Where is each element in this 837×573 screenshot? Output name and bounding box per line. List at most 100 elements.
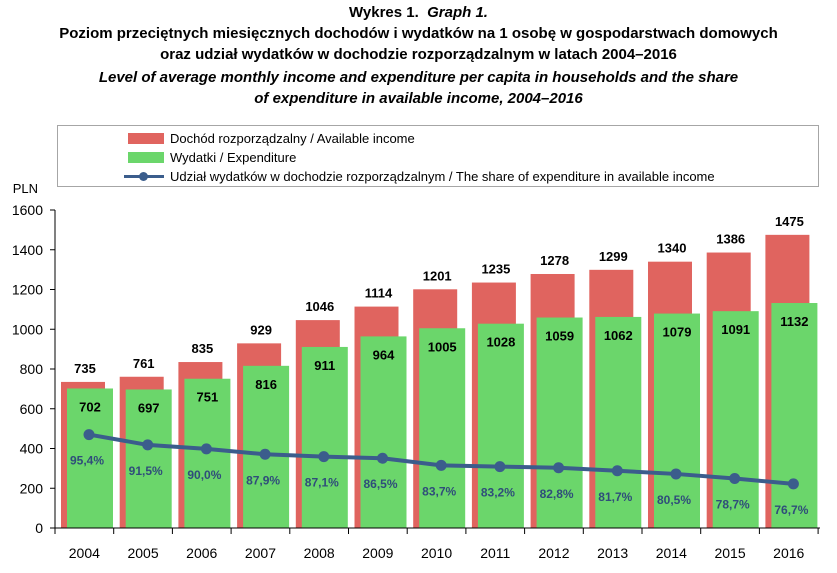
data-label-expenditure: 1079 <box>663 325 692 340</box>
y-tick-label: 800 <box>20 361 44 377</box>
y-tick-label: 1200 <box>12 282 43 298</box>
x-tick-label: 2005 <box>127 545 158 561</box>
x-tick-label: 2006 <box>186 545 217 561</box>
legend: Dochód rozporządzalny / Available income… <box>57 125 819 187</box>
legend-label-share: Udział wydatków w dochodzie rozporządzal… <box>170 168 715 184</box>
data-label-share: 81,7% <box>598 490 632 504</box>
legend-swatch-expenditure <box>128 151 164 163</box>
x-tick-label: 2011 <box>480 545 510 561</box>
data-label-income: 1235 <box>481 262 510 277</box>
x-tick-label: 2013 <box>597 545 628 561</box>
data-label-income: 929 <box>250 322 272 337</box>
bar-expenditure <box>654 313 700 528</box>
y-axis-unit-label: PLN <box>13 181 38 196</box>
data-label-income: 1340 <box>658 241 687 256</box>
data-label-share: 76,7% <box>774 503 808 517</box>
title-en-line1: Level of average monthly income and expe… <box>98 69 739 86</box>
legend-label-expenditure: Wydatki / Expenditure <box>170 149 297 165</box>
bar-expenditure <box>360 336 407 528</box>
data-label-share: 95,4% <box>70 454 104 468</box>
data-label-income: 1299 <box>599 249 628 264</box>
data-label-income: 1046 <box>305 299 334 314</box>
data-label-expenditure: 1091 <box>721 322 750 337</box>
share-point <box>142 439 154 451</box>
data-label-expenditure: 697 <box>138 400 160 415</box>
data-label-expenditure: 1059 <box>545 329 574 344</box>
data-label-share: 87,1% <box>305 476 339 490</box>
x-tick-label: 2008 <box>304 545 335 561</box>
data-label-income: 1386 <box>716 232 745 247</box>
share-point <box>83 429 95 441</box>
share-point <box>318 451 330 463</box>
data-label-income: 1278 <box>540 253 569 268</box>
x-tick-label: 2009 <box>362 545 393 561</box>
y-tick-label: 1400 <box>12 242 43 258</box>
data-label-share: 87,9% <box>246 473 280 487</box>
legend-swatch-income <box>128 132 164 144</box>
data-label-share: 83,7% <box>422 484 456 498</box>
y-tick-label: 1600 <box>12 202 43 218</box>
bar-expenditure <box>712 311 759 528</box>
x-tick-label: 2004 <box>69 545 100 561</box>
bar-expenditure <box>595 316 642 528</box>
bar-expenditure <box>125 389 172 528</box>
legend-swatch-share <box>124 171 164 182</box>
share-point <box>553 462 565 474</box>
graph-label: Wykres 1. Graph 1. <box>349 4 488 21</box>
data-label-expenditure: 1132 <box>780 314 808 329</box>
legend-item-income: Dochód rozporządzalny / Available income <box>128 129 415 147</box>
share-point <box>611 465 623 477</box>
data-label-share: 90,0% <box>187 468 221 482</box>
y-tick-label: 200 <box>20 480 44 496</box>
x-tick-label: 2012 <box>538 545 569 561</box>
legend-label-income: Dochód rozporządzalny / Available income <box>170 130 415 146</box>
data-label-income: 761 <box>133 356 155 371</box>
data-label-share: 86,5% <box>363 477 397 491</box>
x-tick-label: 2014 <box>656 545 687 561</box>
data-label-expenditure: 911 <box>314 358 335 373</box>
data-label-income: 1114 <box>365 286 393 301</box>
data-label-expenditure: 1005 <box>428 339 457 354</box>
share-point <box>200 443 212 455</box>
data-label-income: 835 <box>192 341 214 356</box>
y-tick-label: 600 <box>20 401 44 417</box>
title-pl-line1: Poziom przeciętnych miesięcznych dochodó… <box>59 25 778 42</box>
legend-item-share: Udział wydatków w dochodzie rozporządzal… <box>124 167 715 185</box>
share-point <box>494 461 506 473</box>
x-tick-label: 2016 <box>773 545 804 561</box>
data-label-income: 1475 <box>775 214 804 229</box>
data-label-expenditure: 1028 <box>486 335 515 350</box>
data-label-income: 1201 <box>423 268 452 283</box>
data-label-share: 80,5% <box>657 493 691 507</box>
bar-expenditure <box>243 365 290 528</box>
data-label-expenditure: 1062 <box>604 328 633 343</box>
bar-expenditure <box>301 346 348 528</box>
data-label-expenditure: 702 <box>79 399 101 414</box>
bar-expenditure <box>477 323 524 528</box>
x-tick-label: 2010 <box>421 545 452 561</box>
data-label-share: 78,7% <box>716 498 750 512</box>
title-en-line2: of expenditure in available income, 2004… <box>254 90 583 107</box>
x-tick-label: 2015 <box>714 545 745 561</box>
data-label-expenditure: 751 <box>197 390 219 405</box>
data-label-income: 735 <box>74 361 96 376</box>
title-pl-line2: oraz udział wydatków w dochodzie rozporz… <box>160 46 677 63</box>
bar-expenditure <box>771 303 818 528</box>
share-point <box>259 448 271 460</box>
share-point <box>670 468 682 480</box>
share-point <box>729 473 741 485</box>
data-label-expenditure: 816 <box>255 377 277 392</box>
x-tick-label: 2007 <box>245 545 276 561</box>
y-tick-label: 1000 <box>12 321 43 337</box>
data-label-share: 83,2% <box>481 486 515 500</box>
data-label-share: 91,5% <box>129 464 163 478</box>
share-point <box>435 459 447 471</box>
bar-expenditure <box>536 317 583 528</box>
bar-expenditure <box>419 328 466 528</box>
share-point <box>377 452 388 464</box>
share-point <box>787 478 799 490</box>
y-tick-label: 0 <box>35 520 43 536</box>
data-label-expenditure: 964 <box>373 347 395 362</box>
bar-expenditure <box>67 388 113 528</box>
